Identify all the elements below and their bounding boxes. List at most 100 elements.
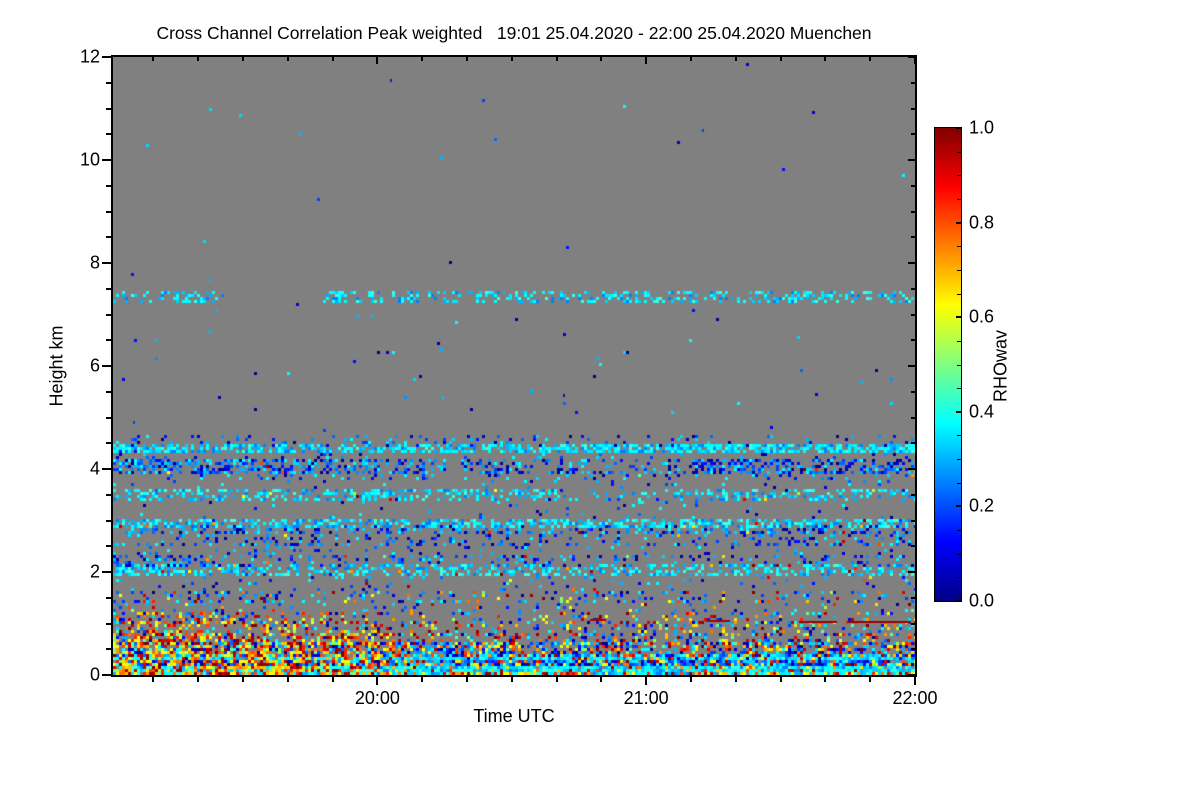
colorbar-major-tick xyxy=(956,600,961,602)
y-minor-tick-right xyxy=(911,81,915,84)
x-minor-tick xyxy=(869,677,872,682)
y-minor-tick-right xyxy=(911,648,915,651)
colorbar-minor-tick xyxy=(957,388,961,390)
y-major-tick-right xyxy=(908,570,915,573)
x-major-tick xyxy=(645,677,648,685)
y-major-tick-right xyxy=(908,468,915,470)
plot-frame xyxy=(111,55,917,677)
y-major-tick-right xyxy=(908,56,915,58)
y-minor-tick xyxy=(106,107,111,110)
x-minor-tick-top xyxy=(197,57,200,61)
y-tick-label: 6 xyxy=(89,355,100,376)
y-tick-label: 12 xyxy=(79,46,100,67)
y-tick-label: 4 xyxy=(89,458,100,479)
y-minor-tick xyxy=(106,81,111,84)
y-major-tick-right xyxy=(908,261,915,264)
x-minor-tick-top xyxy=(600,57,603,61)
x-minor-tick xyxy=(286,677,289,682)
x-minor-tick xyxy=(197,677,200,682)
y-minor-tick xyxy=(106,493,111,496)
colorbar-minor-tick xyxy=(957,340,961,342)
y-minor-tick xyxy=(106,648,111,651)
colorbar-label: RHOwav xyxy=(990,329,1011,403)
colorbar-minor-tick xyxy=(957,530,961,532)
x-minor-tick xyxy=(689,677,692,682)
x-minor-tick-top xyxy=(152,57,155,61)
y-tick-label: 0 xyxy=(89,664,100,685)
colorbar-major-tick xyxy=(956,221,961,224)
x-minor-tick-top xyxy=(331,57,334,61)
y-minor-tick-right xyxy=(911,236,915,239)
y-minor-tick-right xyxy=(911,493,915,496)
x-minor-tick xyxy=(555,677,558,682)
y-minor-tick xyxy=(106,596,111,599)
x-minor-tick-top xyxy=(465,57,468,61)
x-minor-tick-top xyxy=(824,57,827,61)
x-minor-tick-top xyxy=(286,57,289,61)
colorbar-tick-label: 0.6 xyxy=(969,306,995,327)
heatmap-canvas xyxy=(113,57,915,675)
x-minor-tick xyxy=(241,677,244,682)
x-minor-tick-top xyxy=(241,57,244,61)
y-minor-tick-right xyxy=(911,184,915,187)
y-minor-tick-right xyxy=(911,133,915,136)
colorbar-minor-tick xyxy=(957,435,961,437)
colorbar xyxy=(934,127,962,602)
x-tick-label: 20:00 xyxy=(354,688,400,708)
x-axis-label: Time UTC xyxy=(473,706,555,726)
y-minor-tick-right xyxy=(911,107,915,110)
x-minor-tick-top xyxy=(555,57,558,61)
colorbar-tick-label: 1.0 xyxy=(969,117,995,138)
y-minor-tick-right xyxy=(911,545,915,548)
x-minor-tick-top xyxy=(689,57,692,61)
y-minor-tick xyxy=(106,519,111,522)
colorbar-minor-tick xyxy=(957,553,961,555)
y-minor-tick xyxy=(106,236,111,239)
colorbar-minor-tick xyxy=(957,198,961,200)
x-major-tick xyxy=(914,677,916,685)
x-major-tick-top xyxy=(376,57,379,64)
colorbar-tick-label: 0.4 xyxy=(969,401,995,422)
y-major-tick xyxy=(102,570,111,573)
colorbar-major-tick xyxy=(956,127,961,129)
y-minor-tick-right xyxy=(911,442,915,445)
x-tick-label: 21:00 xyxy=(623,688,669,708)
y-minor-tick xyxy=(106,133,111,136)
x-minor-tick-top xyxy=(510,57,513,61)
colorbar-minor-tick xyxy=(957,293,961,295)
y-minor-tick xyxy=(106,339,111,342)
x-minor-tick xyxy=(152,677,155,682)
y-minor-tick-right xyxy=(911,416,915,419)
y-minor-tick-right xyxy=(911,339,915,342)
y-minor-tick-right xyxy=(911,210,915,213)
y-minor-tick xyxy=(106,442,111,445)
colorbar-tick-label: 0.0 xyxy=(969,590,995,611)
y-tick-label: 2 xyxy=(89,561,100,582)
x-tick-label: 22:00 xyxy=(892,688,938,708)
colorbar-tick-label: 0.8 xyxy=(969,212,995,233)
y-minor-tick xyxy=(106,184,111,187)
y-major-tick xyxy=(102,365,111,367)
y-minor-tick xyxy=(106,545,111,548)
colorbar-major-tick xyxy=(956,505,961,508)
y-major-tick xyxy=(102,261,111,264)
colorbar-major-tick xyxy=(956,316,961,319)
colorbar-minor-tick xyxy=(957,577,961,579)
y-minor-tick xyxy=(106,622,111,625)
y-major-tick-right xyxy=(908,365,915,367)
y-minor-tick-right xyxy=(911,287,915,290)
colorbar-major-tick xyxy=(956,410,961,413)
colorbar-minor-tick xyxy=(957,246,961,248)
y-major-tick xyxy=(102,159,111,161)
x-minor-tick-top xyxy=(869,57,872,61)
y-major-tick xyxy=(102,56,111,58)
y-major-tick-right xyxy=(908,674,915,676)
y-tick-label: 10 xyxy=(79,149,100,170)
x-minor-tick xyxy=(600,677,603,682)
y-minor-tick-right xyxy=(911,519,915,522)
y-minor-tick xyxy=(106,313,111,316)
colorbar-minor-tick xyxy=(957,482,961,484)
y-minor-tick-right xyxy=(911,313,915,316)
x-minor-tick xyxy=(421,677,424,682)
x-minor-tick xyxy=(465,677,468,682)
